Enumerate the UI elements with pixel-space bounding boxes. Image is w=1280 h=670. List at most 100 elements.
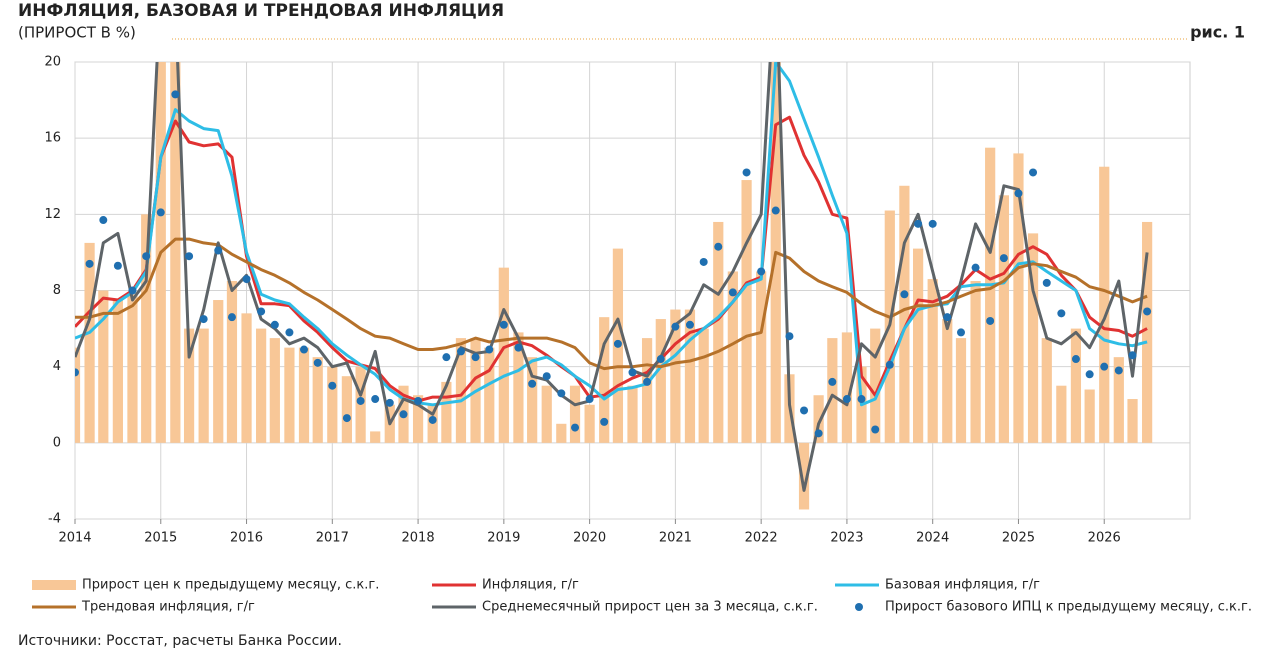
point	[1042, 278, 1051, 287]
bar	[955, 338, 967, 443]
bar	[441, 381, 452, 443]
bar	[298, 347, 310, 443]
legend-swatch	[855, 603, 863, 611]
point	[656, 355, 665, 364]
point	[557, 389, 566, 398]
plot-area	[75, 62, 1153, 510]
point	[600, 417, 609, 426]
x-tick-label: 2019	[487, 531, 520, 546]
point	[1029, 168, 1038, 177]
bar	[284, 347, 295, 443]
point	[113, 261, 122, 270]
point	[771, 206, 780, 215]
bar	[226, 280, 238, 443]
series-line	[75, 115, 1148, 403]
point	[385, 398, 394, 407]
point	[285, 328, 294, 337]
bar	[927, 279, 938, 443]
point	[914, 219, 923, 228]
point	[371, 395, 380, 404]
bar	[684, 309, 696, 443]
y-tick-label: 12	[44, 207, 61, 222]
y-tick-label: 0	[53, 435, 61, 450]
bar	[327, 366, 338, 443]
point	[485, 345, 494, 354]
point	[342, 414, 351, 423]
point	[214, 246, 223, 255]
point	[328, 381, 337, 390]
bar	[584, 404, 595, 443]
point	[242, 275, 251, 284]
point	[842, 395, 851, 404]
legend-label: Прирост цен к предыдущему месяцу, с.к.г.	[82, 578, 379, 593]
bar	[1142, 221, 1153, 443]
bar	[75, 347, 81, 443]
y-tick-label: -4	[48, 512, 61, 527]
bar	[498, 267, 509, 443]
point	[685, 320, 694, 329]
legend: Прирост цен к предыдущему месяцу, с.к.г.…	[32, 578, 1252, 615]
x-tick-label: 2023	[830, 531, 863, 546]
bar	[1127, 399, 1138, 443]
bar	[1070, 328, 1082, 443]
bar	[655, 319, 666, 443]
point	[270, 320, 279, 329]
point	[814, 429, 823, 438]
point	[757, 267, 766, 276]
bar	[312, 357, 323, 443]
bar	[513, 332, 524, 443]
x-tick-label: 2025	[1002, 531, 1035, 546]
bar	[713, 221, 724, 443]
bar	[985, 147, 996, 443]
bar	[899, 185, 910, 443]
bar	[1056, 385, 1067, 443]
point	[699, 257, 708, 266]
point	[1143, 307, 1152, 316]
bar	[527, 357, 538, 443]
bar	[870, 328, 881, 443]
bar	[1027, 233, 1039, 443]
bar	[627, 385, 638, 443]
bar	[1099, 166, 1110, 443]
bar	[198, 328, 209, 443]
point	[185, 252, 194, 261]
bar	[241, 313, 252, 443]
point	[885, 360, 894, 369]
bar	[942, 319, 953, 443]
bar	[556, 423, 567, 443]
x-tick-label: 2018	[402, 531, 435, 546]
bar	[370, 431, 381, 443]
y-tick-label: 8	[53, 283, 61, 298]
point	[628, 368, 637, 377]
source-note: Источники: Росстат, расчеты Банка России…	[18, 633, 342, 649]
bar	[913, 248, 924, 443]
chart-subtitle: (ПРИРОСТ В %)	[18, 24, 136, 42]
point	[1014, 189, 1023, 198]
axes: -4 0 4 8 12 16 20 2014 2015 2016 2017 2018 2019 2020 2…	[44, 55, 1120, 546]
point	[399, 410, 408, 419]
y-tick-label: 20	[44, 55, 61, 70]
bar	[98, 290, 109, 443]
y-tick-label: 4	[53, 359, 61, 374]
x-tick-label: 2020	[573, 531, 606, 546]
point	[728, 288, 737, 297]
point	[585, 395, 594, 404]
x-tick-label: 2017	[316, 531, 349, 546]
bar	[455, 338, 467, 443]
bar	[798, 442, 810, 510]
point	[714, 242, 723, 251]
series-line	[75, 237, 1148, 371]
point	[643, 377, 652, 386]
x-tick-label: 2014	[58, 531, 91, 546]
legend-label: Прирост базового ИПЦ к предыдущему месяц…	[885, 600, 1252, 615]
bar	[84, 242, 95, 443]
bar	[183, 328, 195, 443]
bar	[141, 214, 152, 443]
point	[142, 252, 151, 261]
point	[75, 368, 79, 377]
point	[943, 313, 952, 322]
point	[1085, 370, 1094, 379]
bar	[670, 309, 681, 443]
